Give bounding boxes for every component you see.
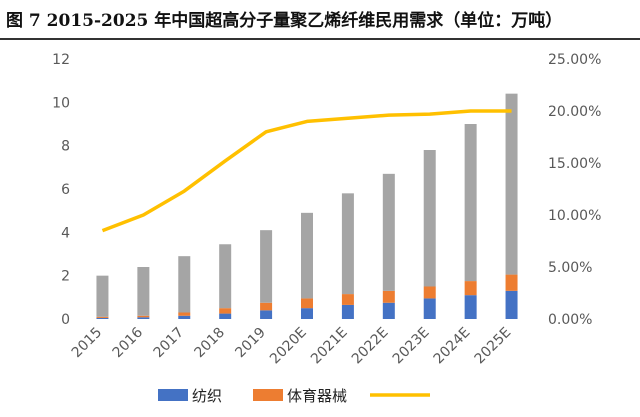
left-tick-label: 0 (61, 312, 70, 328)
x-tick-label: 2023E (390, 325, 433, 368)
bar-segment (505, 290, 518, 319)
right-axis-ticks: 0.00% 5.00% 10.00% 15.00% 20.00% 25.00% (548, 52, 601, 328)
left-axis-ticks: 0 2 4 6 8 10 12 (52, 52, 70, 328)
x-tick-label: 2016 (110, 324, 147, 361)
right-tick-label: 0.00% (548, 312, 592, 328)
legend-swatch (253, 389, 283, 401)
bar-segment (137, 267, 150, 316)
bar-segment (137, 315, 150, 318)
legend: 纺织 体育器械 (158, 387, 430, 405)
bar-segment (96, 317, 109, 319)
bar-segment (382, 302, 395, 319)
x-tick-label: 2024E (431, 325, 474, 368)
bar-segment (260, 310, 273, 319)
x-tick-label: 2015 (69, 325, 106, 362)
x-tick-label: 2017 (151, 325, 188, 362)
x-axis-ticks: 2015 2016 2017 2018 20192020E2021E2022E2023E… (69, 324, 515, 367)
bar-segment (382, 290, 395, 303)
bar-segment (178, 312, 191, 316)
bar-segment (464, 295, 477, 319)
x-tick-label: 2019 (232, 325, 269, 362)
bar-segment (505, 93, 518, 275)
bar-segment (301, 212, 313, 299)
bar-segment (96, 275, 109, 317)
bar-segment (341, 294, 354, 305)
bar-segment (464, 281, 477, 296)
title-divider (0, 38, 640, 40)
bar-segment (219, 313, 232, 319)
bar-segment (423, 286, 436, 299)
bar-segment (301, 298, 313, 309)
left-tick-label: 12 (52, 52, 70, 68)
bar-segment (137, 317, 150, 319)
bar-segment (178, 256, 191, 313)
bar-segment (301, 308, 313, 319)
x-tick-label: 2018 (191, 325, 228, 362)
line-series (101, 109, 512, 233)
bar-segment (382, 173, 395, 291)
x-tick-label: 2021E (308, 325, 351, 368)
chart: 0 2 4 6 8 10 12 0.00% 5.00% 10.00% 15.00% 20.00% 25… (52, 52, 601, 405)
bar-segment (178, 315, 191, 319)
left-tick-label: 4 (61, 225, 70, 241)
x-tick-label: 2020E (267, 325, 310, 368)
bar-segment (464, 124, 477, 282)
left-tick-label: 2 (61, 269, 70, 285)
bar-segment (260, 230, 273, 303)
bar-segment (505, 274, 518, 291)
line-path (101, 109, 512, 233)
bar-segment (96, 316, 109, 318)
right-tick-label: 20.00% (548, 104, 601, 120)
bar-segment (219, 308, 232, 314)
legend-label: 纺织 (192, 387, 222, 405)
left-tick-label: 6 (61, 182, 70, 198)
left-tick-label: 8 (61, 139, 70, 155)
bars (96, 93, 518, 319)
right-tick-label: 5.00% (548, 260, 592, 276)
bar-segment (341, 193, 354, 295)
legend-swatch (158, 389, 188, 401)
x-tick-label: 2022E (349, 325, 392, 368)
chart-title: 图 7 2015-2025 年中国超高分子量聚乙烯纤维民用需求（单位：万吨） (6, 11, 563, 31)
right-tick-label: 25.00% (548, 52, 601, 68)
bar-segment (341, 304, 354, 319)
bar-segment (423, 298, 436, 319)
bar-segment (219, 244, 232, 309)
left-tick-label: 10 (52, 95, 70, 111)
legend-label: 体育器械 (287, 387, 347, 405)
right-tick-label: 15.00% (548, 156, 601, 172)
right-tick-label: 10.00% (548, 208, 601, 224)
bar-segment (423, 150, 436, 287)
x-tick-label: 2025E (472, 325, 515, 368)
bar-segment (260, 302, 273, 311)
